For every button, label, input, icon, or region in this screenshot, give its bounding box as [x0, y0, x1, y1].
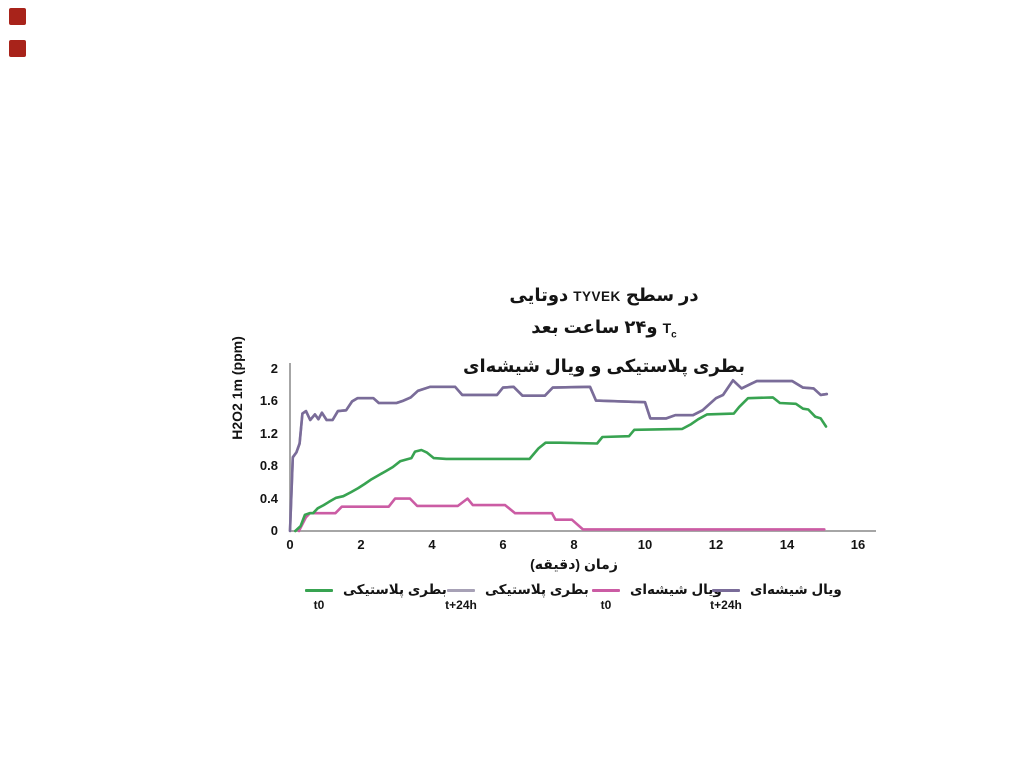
y-tick-label: 1.6	[259, 393, 278, 409]
tyvek-label: TYVEK	[573, 289, 621, 304]
y-tick-label: 1.2	[259, 425, 278, 441]
legend-time-label: t+24h	[445, 597, 477, 612]
x-tick-label: 6	[499, 537, 507, 552]
y-tick-label: 0.8	[259, 458, 278, 474]
chart-legend: t0 بطری پلاستیکی t+24h بطری پلاستیکی t0 …	[0, 581, 1024, 617]
x-tick-label: 12	[708, 537, 724, 552]
x-tick-label: 0	[286, 537, 294, 552]
x-tick-label: 2	[357, 537, 365, 552]
series-line-bottle-t24h	[288, 378, 829, 533]
legend-swatch-vial-t24h	[712, 589, 740, 592]
x-tick-label: 4	[428, 537, 436, 552]
chart-title-line-3: بطری پلاستیکی و ویال شیشه‌ای	[463, 355, 745, 376]
legend-swatch-bottle-t24h	[447, 589, 475, 592]
series-line-vial-t24h	[288, 378, 829, 533]
legend-item-vial-t24h: t+24h ویال شیشه‌ای	[710, 581, 842, 612]
red-square-marker-1	[9, 8, 26, 25]
chart-title-line-1: در سطح TYVEK دوتایی	[509, 285, 699, 305]
x-tick-label: 16	[850, 537, 866, 552]
y-tick-label: 0	[270, 523, 278, 538]
legend-time-label: t0	[313, 597, 325, 612]
legend-series-label: بطری پلاستیکی	[485, 582, 589, 597]
legend-series-label: ویال شیشه‌ای	[630, 582, 722, 597]
legend-series-label: ویال شیشه‌ای	[750, 582, 842, 597]
x-tick-label: 8	[570, 537, 578, 552]
series-line-bottle-t0	[293, 396, 828, 533]
x-tick-label: 14	[779, 537, 795, 552]
x-axis-title: زمان (دقیقه)	[530, 556, 618, 572]
legend-series-label: بطری پلاستیکی	[343, 582, 447, 597]
legend-swatch-bottle-t0	[305, 589, 333, 592]
y-tick-label: 0.4	[259, 490, 278, 506]
legend-item-vial-t0: t0 ویال شیشه‌ای	[590, 581, 722, 612]
legend-time-label: t0	[600, 597, 612, 612]
red-square-marker-2	[9, 40, 26, 57]
legend-item-bottle-t0: t0 بطری پلاستیکی	[303, 581, 447, 612]
y-tick-label: 2	[270, 361, 278, 376]
chart-title: در سطح TYVEK دوتایی Tc و۲۴ ساعت بعد بطری…	[404, 280, 804, 381]
chart-title-line-2: Tc و۲۴ ساعت بعد	[531, 317, 677, 341]
series-line-vial-t0	[297, 497, 826, 533]
legend-item-bottle-t24h: t+24h بطری پلاستیکی	[445, 581, 589, 612]
x-tick-label: 10	[637, 537, 653, 552]
legend-time-label: t+24h	[710, 597, 742, 612]
legend-swatch-vial-t0	[592, 589, 620, 592]
